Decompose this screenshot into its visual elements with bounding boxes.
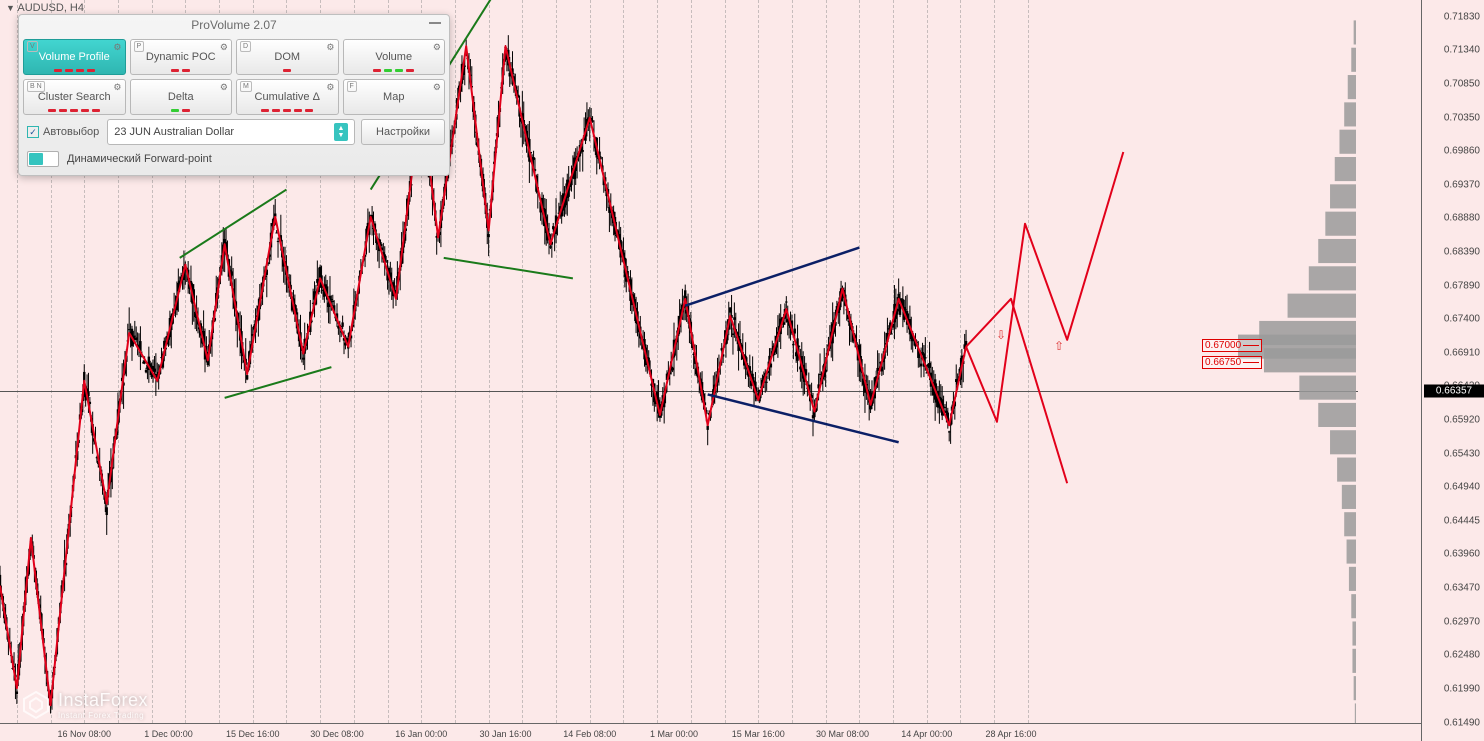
y-tick: 0.71830 <box>1444 11 1480 22</box>
button-label: Map <box>383 91 404 103</box>
auto-select-label: Автовыбор <box>43 126 99 138</box>
button-label: Dynamic POC <box>146 51 216 63</box>
y-tick: 0.62480 <box>1444 650 1480 661</box>
pvol-volume-button[interactable]: ⚙ Volume <box>343 39 446 75</box>
instrument-select[interactable]: 23 JUN Australian Dollar ▲▼ <box>107 119 355 145</box>
pvol-volume-profile-button[interactable]: V⚙Volume Profile <box>23 39 126 75</box>
gear-icon[interactable]: ⚙ <box>113 42 121 53</box>
provolume-titlebar[interactable]: ProVolume 2.07 <box>19 15 449 35</box>
chart-root: 0.67000 0.66750 ⇩ ⇧ ▼ AUDUSD, H4 16 Nov 08… <box>0 0 1484 741</box>
button-label: Cluster Search <box>38 91 111 103</box>
y-tick: 0.66910 <box>1444 347 1480 358</box>
y-tick: 0.64940 <box>1444 482 1480 493</box>
y-tick: 0.68880 <box>1444 213 1480 224</box>
gear-icon[interactable]: ⚙ <box>220 42 228 53</box>
gear-icon[interactable]: ⚙ <box>326 42 334 53</box>
x-tick: 30 Jan 16:00 <box>479 729 531 739</box>
spinner-icon[interactable]: ▲▼ <box>334 123 348 141</box>
y-tick: 0.64445 <box>1444 516 1480 527</box>
y-current-price: 0.66357 <box>1424 384 1484 397</box>
x-tick: 30 Mar 08:00 <box>816 729 869 739</box>
pvol-dynamic-poc-button[interactable]: P⚙Dynamic POC <box>130 39 233 75</box>
pvol-delta-button[interactable]: ⚙ Delta <box>130 79 233 115</box>
minimize-icon[interactable] <box>429 22 441 24</box>
y-tick: 0.63960 <box>1444 549 1480 560</box>
y-tick: 0.61990 <box>1444 683 1480 694</box>
settings-button[interactable]: Настройки <box>361 119 445 145</box>
gear-icon[interactable]: ⚙ <box>433 82 441 93</box>
y-tick: 0.61490 <box>1444 718 1480 729</box>
instrument-text: 23 JUN Australian Dollar <box>114 126 234 138</box>
y-tick: 0.69370 <box>1444 179 1480 190</box>
pvol-dom-button[interactable]: D⚙DOM <box>236 39 339 75</box>
settings-button-label: Настройки <box>376 126 430 138</box>
provolume-body: V⚙Volume ProfileP⚙Dynamic POCD⚙DOM⚙Volum… <box>19 35 449 175</box>
forward-point-toggle[interactable] <box>27 151 59 167</box>
pvol-map-button[interactable]: F⚙Map <box>343 79 446 115</box>
button-label: Volume Profile <box>39 51 110 63</box>
x-tick: 15 Dec 16:00 <box>226 729 280 739</box>
y-tick: 0.67890 <box>1444 280 1480 291</box>
x-tick: 16 Jan 00:00 <box>395 729 447 739</box>
y-tick: 0.63470 <box>1444 582 1480 593</box>
gear-icon[interactable]: ⚙ <box>113 82 121 93</box>
forward-point-label: Динамический Forward-point <box>67 153 212 165</box>
auto-select-checkbox[interactable]: ✓ Автовыбор <box>23 126 101 138</box>
y-tick: 0.70350 <box>1444 112 1480 123</box>
y-tick: 0.70850 <box>1444 78 1480 89</box>
button-label: DOM <box>274 51 300 63</box>
up-arrow-icon: ⇧ <box>1054 339 1064 353</box>
y-tick: 0.65920 <box>1444 415 1480 426</box>
gear-icon[interactable]: ⚙ <box>433 42 441 53</box>
button-label: Volume <box>375 51 412 63</box>
price-label: 0.67000 <box>1202 339 1262 352</box>
y-axis: 0.71830 0.71340 0.70850 0.70350 0.69860 0.693… <box>1421 0 1484 741</box>
y-tick: 0.69860 <box>1444 146 1480 157</box>
provolume-title-text: ProVolume 2.07 <box>191 18 276 32</box>
button-label: Cumulative Δ <box>255 91 320 103</box>
x-tick: 1 Mar 00:00 <box>650 729 698 739</box>
x-tick: 15 Mar 16:00 <box>732 729 785 739</box>
x-tick: 14 Apr 00:00 <box>901 729 952 739</box>
price-label: 0.66750 <box>1202 356 1262 369</box>
pvol-cluster-search-button[interactable]: B N⚙Cluster Search <box>23 79 126 115</box>
down-arrow-icon: ⇩ <box>996 328 1006 342</box>
y-tick: 0.71340 <box>1444 45 1480 56</box>
ticker-label: ▼ AUDUSD, H4 <box>6 2 84 14</box>
y-tick: 0.68390 <box>1444 246 1480 257</box>
x-axis: 16 Nov 08:00 1 Dec 00:00 15 Dec 16:00 30 De… <box>0 723 1421 741</box>
x-tick: 30 Dec 08:00 <box>310 729 364 739</box>
y-tick: 0.67400 <box>1444 314 1480 325</box>
button-label: Delta <box>168 91 194 103</box>
y-tick: 0.62970 <box>1444 616 1480 627</box>
x-tick: 14 Feb 08:00 <box>563 729 616 739</box>
x-tick: 28 Apr 16:00 <box>985 729 1036 739</box>
gear-icon[interactable]: ⚙ <box>326 82 334 93</box>
provolume-panel[interactable]: ProVolume 2.07 V⚙Volume ProfileP⚙Dynamic… <box>18 14 450 176</box>
x-tick: 16 Nov 08:00 <box>57 729 111 739</box>
gear-icon[interactable]: ⚙ <box>220 82 228 93</box>
x-tick: 1 Dec 00:00 <box>144 729 193 739</box>
y-tick: 0.65430 <box>1444 448 1480 459</box>
pvol-cumulative--button[interactable]: M⚙Cumulative Δ <box>236 79 339 115</box>
ticker-text: AUDUSD, H4 <box>17 2 84 14</box>
